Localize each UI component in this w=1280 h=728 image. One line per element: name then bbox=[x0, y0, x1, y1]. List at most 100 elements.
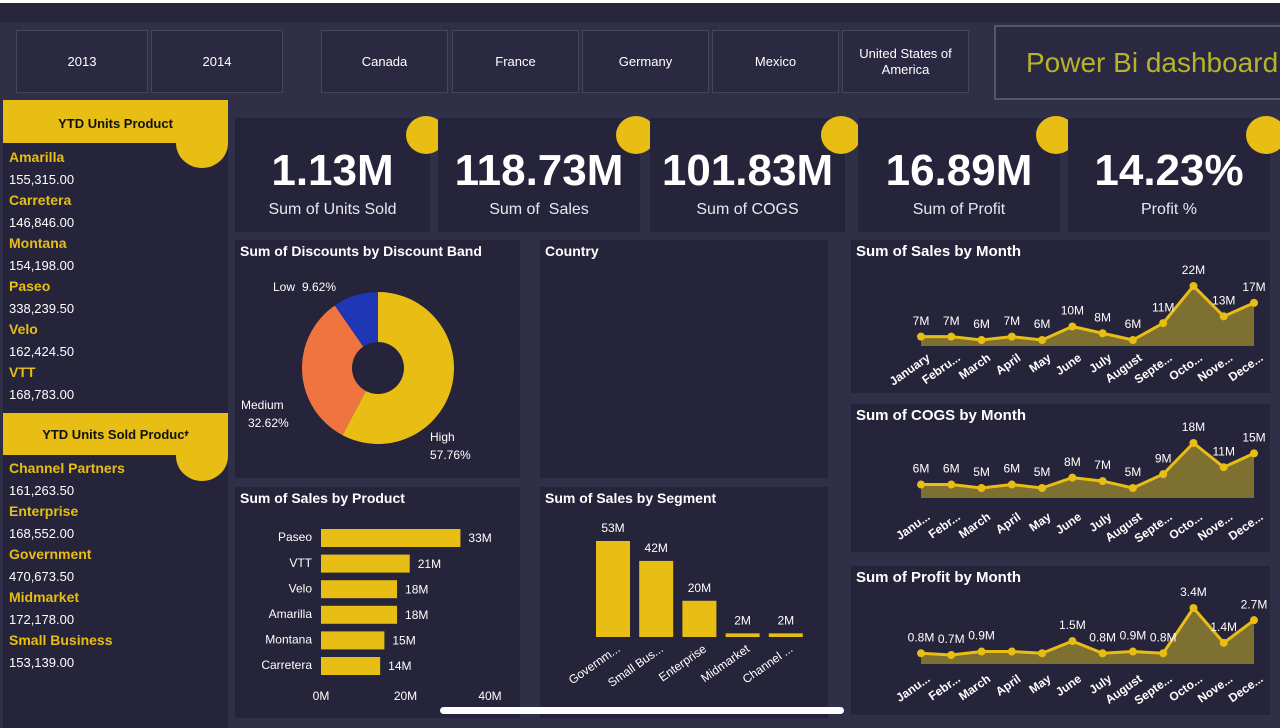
bar bbox=[596, 541, 630, 637]
chart-title: Sum of Profit by Month bbox=[856, 569, 1021, 586]
point bbox=[1189, 604, 1198, 612]
country-filter[interactable]: United States of America bbox=[842, 30, 969, 93]
line bbox=[920, 605, 1255, 657]
bar bbox=[639, 560, 674, 637]
area bbox=[921, 443, 1254, 498]
country-filter[interactable]: Germany bbox=[582, 30, 709, 93]
month-label: June bbox=[1053, 671, 1084, 699]
item-value: 154,198.00 bbox=[9, 258, 75, 273]
donut-slice bbox=[302, 305, 366, 436]
month-label: Febr... bbox=[926, 672, 963, 704]
country-filter[interactable]: Mexico bbox=[712, 30, 839, 93]
bar bbox=[321, 657, 381, 675]
slice-value: 9.62% bbox=[302, 280, 336, 294]
month-label: Dece... bbox=[1226, 510, 1266, 544]
point bbox=[1007, 332, 1016, 341]
month-label: Dece... bbox=[1226, 672, 1266, 706]
value-label: 2M bbox=[777, 614, 794, 628]
value-label: 6M bbox=[943, 462, 960, 476]
donut-slice bbox=[334, 292, 378, 347]
category-label: VTT bbox=[289, 556, 312, 570]
value-label: 5M bbox=[973, 465, 990, 479]
header-circle bbox=[176, 118, 228, 168]
line bbox=[921, 283, 1255, 342]
area bbox=[921, 608, 1254, 664]
month-label: Nove... bbox=[1195, 351, 1235, 385]
month-label: Janu... bbox=[893, 672, 932, 705]
country-filter[interactable]: France bbox=[452, 30, 579, 93]
country-filter[interactable]: Canada bbox=[321, 30, 448, 93]
header-circle bbox=[176, 431, 228, 481]
value-label: 18M bbox=[1182, 420, 1205, 434]
item-name: VTT bbox=[9, 364, 36, 380]
value-label: 7M bbox=[943, 314, 960, 328]
point bbox=[1250, 298, 1258, 307]
value-label: 11M bbox=[1152, 300, 1174, 314]
point bbox=[947, 651, 956, 659]
year-filter[interactable]: 2014 bbox=[151, 30, 283, 93]
month-label: March bbox=[956, 510, 993, 542]
value-label: 5M bbox=[1125, 465, 1142, 479]
kpi-circle bbox=[616, 116, 656, 154]
kpi-card bbox=[235, 118, 430, 232]
item-name: Enterprise bbox=[9, 503, 79, 519]
kpi-card bbox=[438, 118, 640, 232]
point bbox=[917, 332, 925, 341]
month-label: May bbox=[1026, 509, 1053, 534]
point bbox=[1159, 470, 1168, 479]
point bbox=[1128, 484, 1137, 492]
bar bbox=[768, 633, 803, 637]
month-label: May bbox=[1026, 671, 1053, 696]
map-title: Country bbox=[545, 243, 599, 259]
line bbox=[921, 440, 1255, 490]
category-label: Paseo bbox=[278, 530, 312, 544]
point bbox=[1098, 649, 1107, 658]
point bbox=[1159, 649, 1168, 658]
item-name: Paseo bbox=[9, 278, 51, 294]
banner: Power Bi dashboard bbox=[994, 25, 1280, 100]
bar bbox=[321, 580, 398, 599]
kpi-card bbox=[858, 118, 1060, 232]
month-label: Febr... bbox=[926, 510, 963, 542]
value-label: 11M bbox=[1213, 444, 1235, 458]
category-label: Velo bbox=[289, 581, 313, 595]
kpi-circle bbox=[1246, 116, 1280, 154]
item-name: Amarilla bbox=[9, 149, 65, 165]
month-label: April bbox=[993, 510, 1023, 537]
month-label: June bbox=[1053, 509, 1084, 537]
kpi-value: 14.23% bbox=[1094, 146, 1244, 195]
slice-label: High bbox=[430, 430, 455, 444]
point bbox=[1038, 649, 1047, 658]
kpi-card bbox=[1068, 118, 1270, 232]
point bbox=[1038, 484, 1047, 492]
value-label: 15M bbox=[392, 634, 415, 648]
month-label: Nove... bbox=[1195, 672, 1235, 706]
point bbox=[947, 332, 956, 341]
chart-title: Sum of COGS by Month bbox=[856, 407, 1026, 424]
slice-label: Low bbox=[273, 280, 295, 294]
value-label: 0.8M bbox=[1150, 630, 1177, 644]
month-label: May bbox=[1026, 350, 1053, 375]
value-label: 21M bbox=[418, 557, 441, 571]
item-value: 161,263.50 bbox=[9, 483, 75, 498]
value-label: 6M bbox=[1034, 317, 1051, 331]
value-label: 17M bbox=[1242, 280, 1265, 294]
point bbox=[1098, 329, 1107, 338]
kpi-label: Profit % bbox=[1140, 201, 1197, 218]
month-label: June bbox=[1053, 350, 1084, 378]
point bbox=[1007, 480, 1016, 489]
item-value: 470,673.50 bbox=[9, 569, 75, 584]
bar bbox=[321, 554, 410, 573]
point bbox=[1219, 312, 1228, 321]
value-label: 33M bbox=[468, 531, 491, 545]
kpi-circle bbox=[821, 116, 861, 154]
year-filter[interactable]: 2013 bbox=[16, 30, 148, 93]
value-label: 2.7M bbox=[1241, 597, 1268, 611]
month-label: Nove... bbox=[1195, 510, 1235, 544]
x-tick-label: 40M bbox=[478, 689, 501, 703]
value-label: 1.5M bbox=[1059, 618, 1086, 632]
value-label: 0.9M bbox=[1120, 629, 1147, 643]
item-value: 168,552.00 bbox=[9, 526, 75, 541]
value-label: 8M bbox=[1064, 455, 1081, 469]
